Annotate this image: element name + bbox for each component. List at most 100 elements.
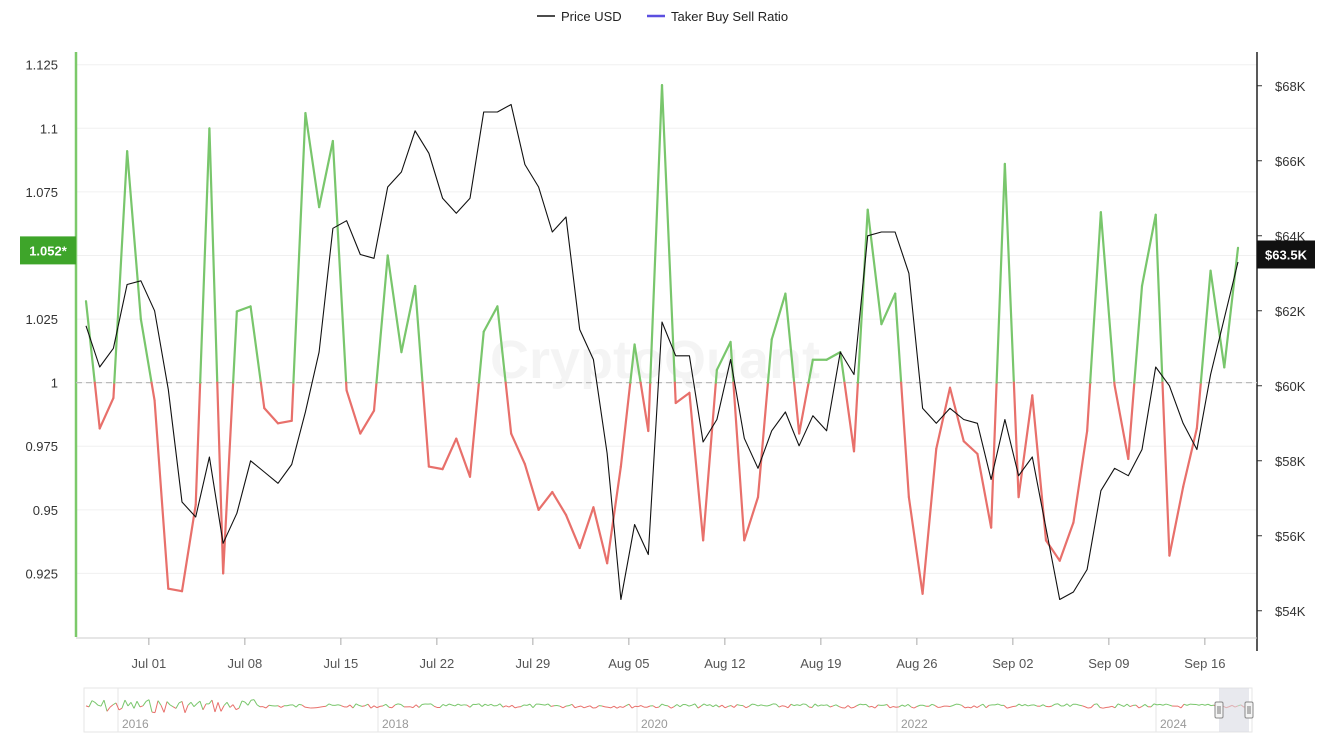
ratio-segment — [1169, 487, 1183, 556]
navigator-line — [542, 705, 545, 706]
ratio-segment — [1156, 215, 1163, 383]
x-tick-label: Jul 08 — [228, 656, 263, 671]
navigator-year-label: 2024 — [1160, 717, 1187, 731]
ratio-segment — [675, 383, 676, 403]
navigator-line — [809, 707, 812, 708]
x-tick-label: Sep 16 — [1184, 656, 1225, 671]
navigator-line — [461, 705, 464, 706]
ratio-segment — [511, 434, 525, 465]
ratio-segment — [744, 497, 758, 540]
ratio-segment — [141, 319, 152, 383]
navigator-line — [797, 705, 800, 706]
right-tick-label: $58K — [1275, 454, 1306, 469]
navigator-handle-grip — [1245, 702, 1253, 718]
navigator-line — [299, 704, 302, 705]
ratio-segment — [1005, 164, 1014, 383]
navigator-year-label: 2018 — [382, 717, 409, 731]
ratio-segment — [237, 306, 251, 311]
ratio-segment — [854, 383, 858, 452]
navigator-line — [1103, 708, 1106, 709]
navigator-handle[interactable] — [1245, 702, 1253, 718]
left-tick-label: 0.925 — [25, 566, 58, 581]
ratio-segment — [443, 439, 457, 470]
navigator-line — [860, 704, 863, 705]
ratio-segment — [794, 383, 799, 434]
ratio-segment — [525, 464, 539, 510]
ratio-segment — [196, 383, 200, 505]
ratio-segment — [422, 383, 428, 467]
navigator-line — [476, 704, 479, 705]
ratio-segment — [1115, 385, 1129, 459]
ratio-segment — [977, 454, 991, 528]
navigator-handle-grip — [1215, 702, 1223, 718]
x-tick-label: Sep 09 — [1088, 656, 1129, 671]
ratio-segment — [923, 449, 937, 594]
ratio-segment — [621, 383, 630, 467]
ratio-segment — [506, 383, 511, 434]
ratio-segment — [251, 306, 261, 382]
navigator-line — [557, 705, 560, 706]
x-tick-label: Aug 05 — [608, 656, 649, 671]
left-tick-label: 1.125 — [25, 58, 58, 73]
ratio-segment — [100, 398, 114, 429]
ratio-segment — [223, 383, 233, 574]
ratio-segment — [456, 439, 470, 477]
navigator-handle[interactable] — [1215, 702, 1223, 718]
navigator-line — [869, 706, 872, 707]
ratio-segment — [168, 589, 182, 592]
ratio-segment — [1014, 383, 1019, 497]
ratio-segment — [716, 370, 717, 383]
ratio-segment — [566, 515, 580, 548]
right-tick-label: $54K — [1275, 604, 1306, 619]
ratio-segment — [292, 383, 294, 421]
navigator-line — [422, 704, 425, 705]
ratio-segment — [997, 164, 1005, 383]
ratio-segment — [964, 441, 978, 454]
left-tick-label: 0.95 — [33, 503, 58, 518]
ratio-segment — [113, 383, 114, 398]
navigator-line — [539, 704, 542, 705]
right-tick-label: $60K — [1275, 379, 1306, 394]
ratio-segment — [278, 421, 292, 424]
navigator-line — [362, 706, 365, 707]
ratio-segment — [552, 492, 566, 515]
left-tick-label: 1.1 — [40, 121, 58, 136]
ratio-segment — [881, 294, 895, 325]
ratio-segment — [95, 383, 100, 429]
right-tick-label: $56K — [1275, 529, 1306, 544]
navigator-line — [1100, 708, 1103, 709]
legend-item-price[interactable]: Price USD — [537, 9, 622, 24]
ratio-segment — [827, 352, 841, 360]
navigator-line — [608, 707, 611, 708]
ratio-segment — [1060, 523, 1074, 561]
ratio-segment — [758, 383, 768, 497]
ratio-segment — [155, 400, 169, 588]
ratio-segment — [182, 505, 196, 591]
navigator-frame — [84, 688, 1252, 732]
ratio-segment — [388, 255, 402, 352]
ratio-segment — [858, 210, 868, 383]
ratio-segment — [895, 294, 901, 383]
navigator-line — [761, 705, 764, 706]
navigator-year-label: 2020 — [641, 717, 668, 731]
x-tick-label: Jul 22 — [420, 656, 455, 671]
navigator-line — [335, 705, 338, 706]
left-tick-label: 1.025 — [25, 312, 58, 327]
legend-item-ratio[interactable]: Taker Buy Sell Ratio — [647, 9, 788, 24]
navigator-line — [398, 704, 401, 705]
ratio-segment — [152, 383, 155, 401]
ratio-segment — [319, 141, 333, 207]
ratio-segment — [429, 467, 443, 470]
right-tick-label: $66K — [1275, 154, 1306, 169]
ratio-segment — [1142, 215, 1156, 286]
navigator-line — [251, 700, 254, 701]
left-tick-label: 1.075 — [25, 185, 58, 200]
ratio-segment — [580, 507, 594, 548]
navigator-line — [1007, 707, 1010, 708]
navigator-line — [551, 706, 554, 707]
ratio-segment — [470, 383, 479, 477]
x-tick-label: Jul 15 — [324, 656, 359, 671]
navigator-line — [656, 707, 659, 708]
